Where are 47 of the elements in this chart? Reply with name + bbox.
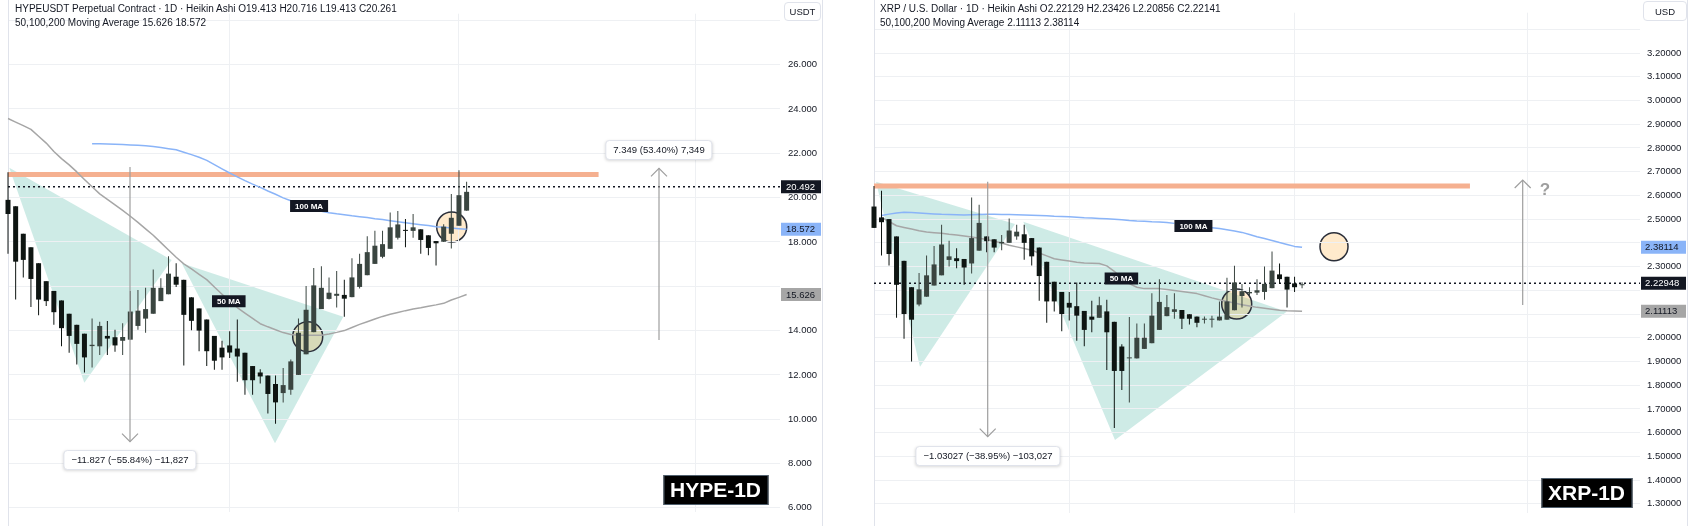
y-tick-label: 1.30000 [1647,497,1682,509]
y-tick-label: 20.000 [788,191,818,203]
y-tick-label: 2.70000 [1647,165,1682,177]
text: 18.572 [786,223,816,235]
y-tick-label: 2.80000 [1647,141,1682,153]
y-tick-label: 1.40000 [1647,473,1682,485]
annotation: XRP-1D [1540,477,1633,508]
ref-line-label: 2.22948 [1645,277,1680,289]
y-tick-label: 6.000 [788,501,812,513]
ref-line-label: 20.492 [786,180,816,192]
y-tick-label: 1.90000 [1647,355,1682,367]
y-tick-label: 1.60000 [1647,426,1682,438]
y-tick-label: 2.90000 [1647,117,1682,129]
chart-subtitle: 50,100,200 Moving Average 2.11113 2.38114 [880,16,1081,30]
y-tick-label: 1.70000 [1647,402,1682,414]
chart-subtitle: 50,100,200 Moving Average 15.626 18.572 [15,16,208,30]
y-axis-title: USD [1643,1,1687,21]
annotation: 7.349 (53.40%) 7,349 [605,140,713,160]
chart-title: HYPEUSDT Perpetual Contract · 1D · Heikin Ashi O19.413 H20.716 L19.413 C20.261 [15,2,397,16]
annotation: −1.03027 (−38.95%) −103,027 [915,446,1061,466]
y-tick-label: 3.00000 [1647,94,1682,106]
y-axis-title: USDT [784,2,821,21]
y-tick-label: 8.000 [788,457,812,469]
annotation: ? [1539,180,1551,199]
text: 15.626 [786,288,816,300]
annotation: HYPE-1D [662,475,769,505]
y-tick-label: 22.000 [788,146,818,158]
y-tick-label: 24.000 [788,102,818,114]
series-label: 100 MA [1179,221,1208,231]
y-tick-label: 14.000 [788,324,818,336]
series-label: 100 MA [295,201,324,211]
y-tick-label: 1.80000 [1647,378,1682,390]
y-tick-label: 2.00000 [1647,331,1682,343]
y-tick-label: 3.20000 [1647,46,1682,58]
y-tick-label: 2.30000 [1647,260,1682,272]
text: 2.38114 [1645,241,1679,253]
y-tick-label: 3.10000 [1647,70,1682,82]
text: 2.11113 [1645,305,1678,317]
y-tick-label: 10.000 [788,412,818,424]
y-tick-label: 2.50000 [1647,212,1682,224]
annotation: −11.827 (−55.84%) −11,827 [63,450,197,470]
y-tick-label: 2.60000 [1647,189,1682,201]
y-tick-label: 1.50000 [1647,449,1682,461]
y-tick-label: 26.000 [788,58,818,70]
chart-title: XRP / U.S. Dollar · 1D · Heikin Ashi O2.22129 H2.23426 L2.20856 C2.22141 [880,2,1221,16]
y-tick-label: 18.000 [788,235,818,247]
y-tick-label: 12.000 [788,368,818,380]
